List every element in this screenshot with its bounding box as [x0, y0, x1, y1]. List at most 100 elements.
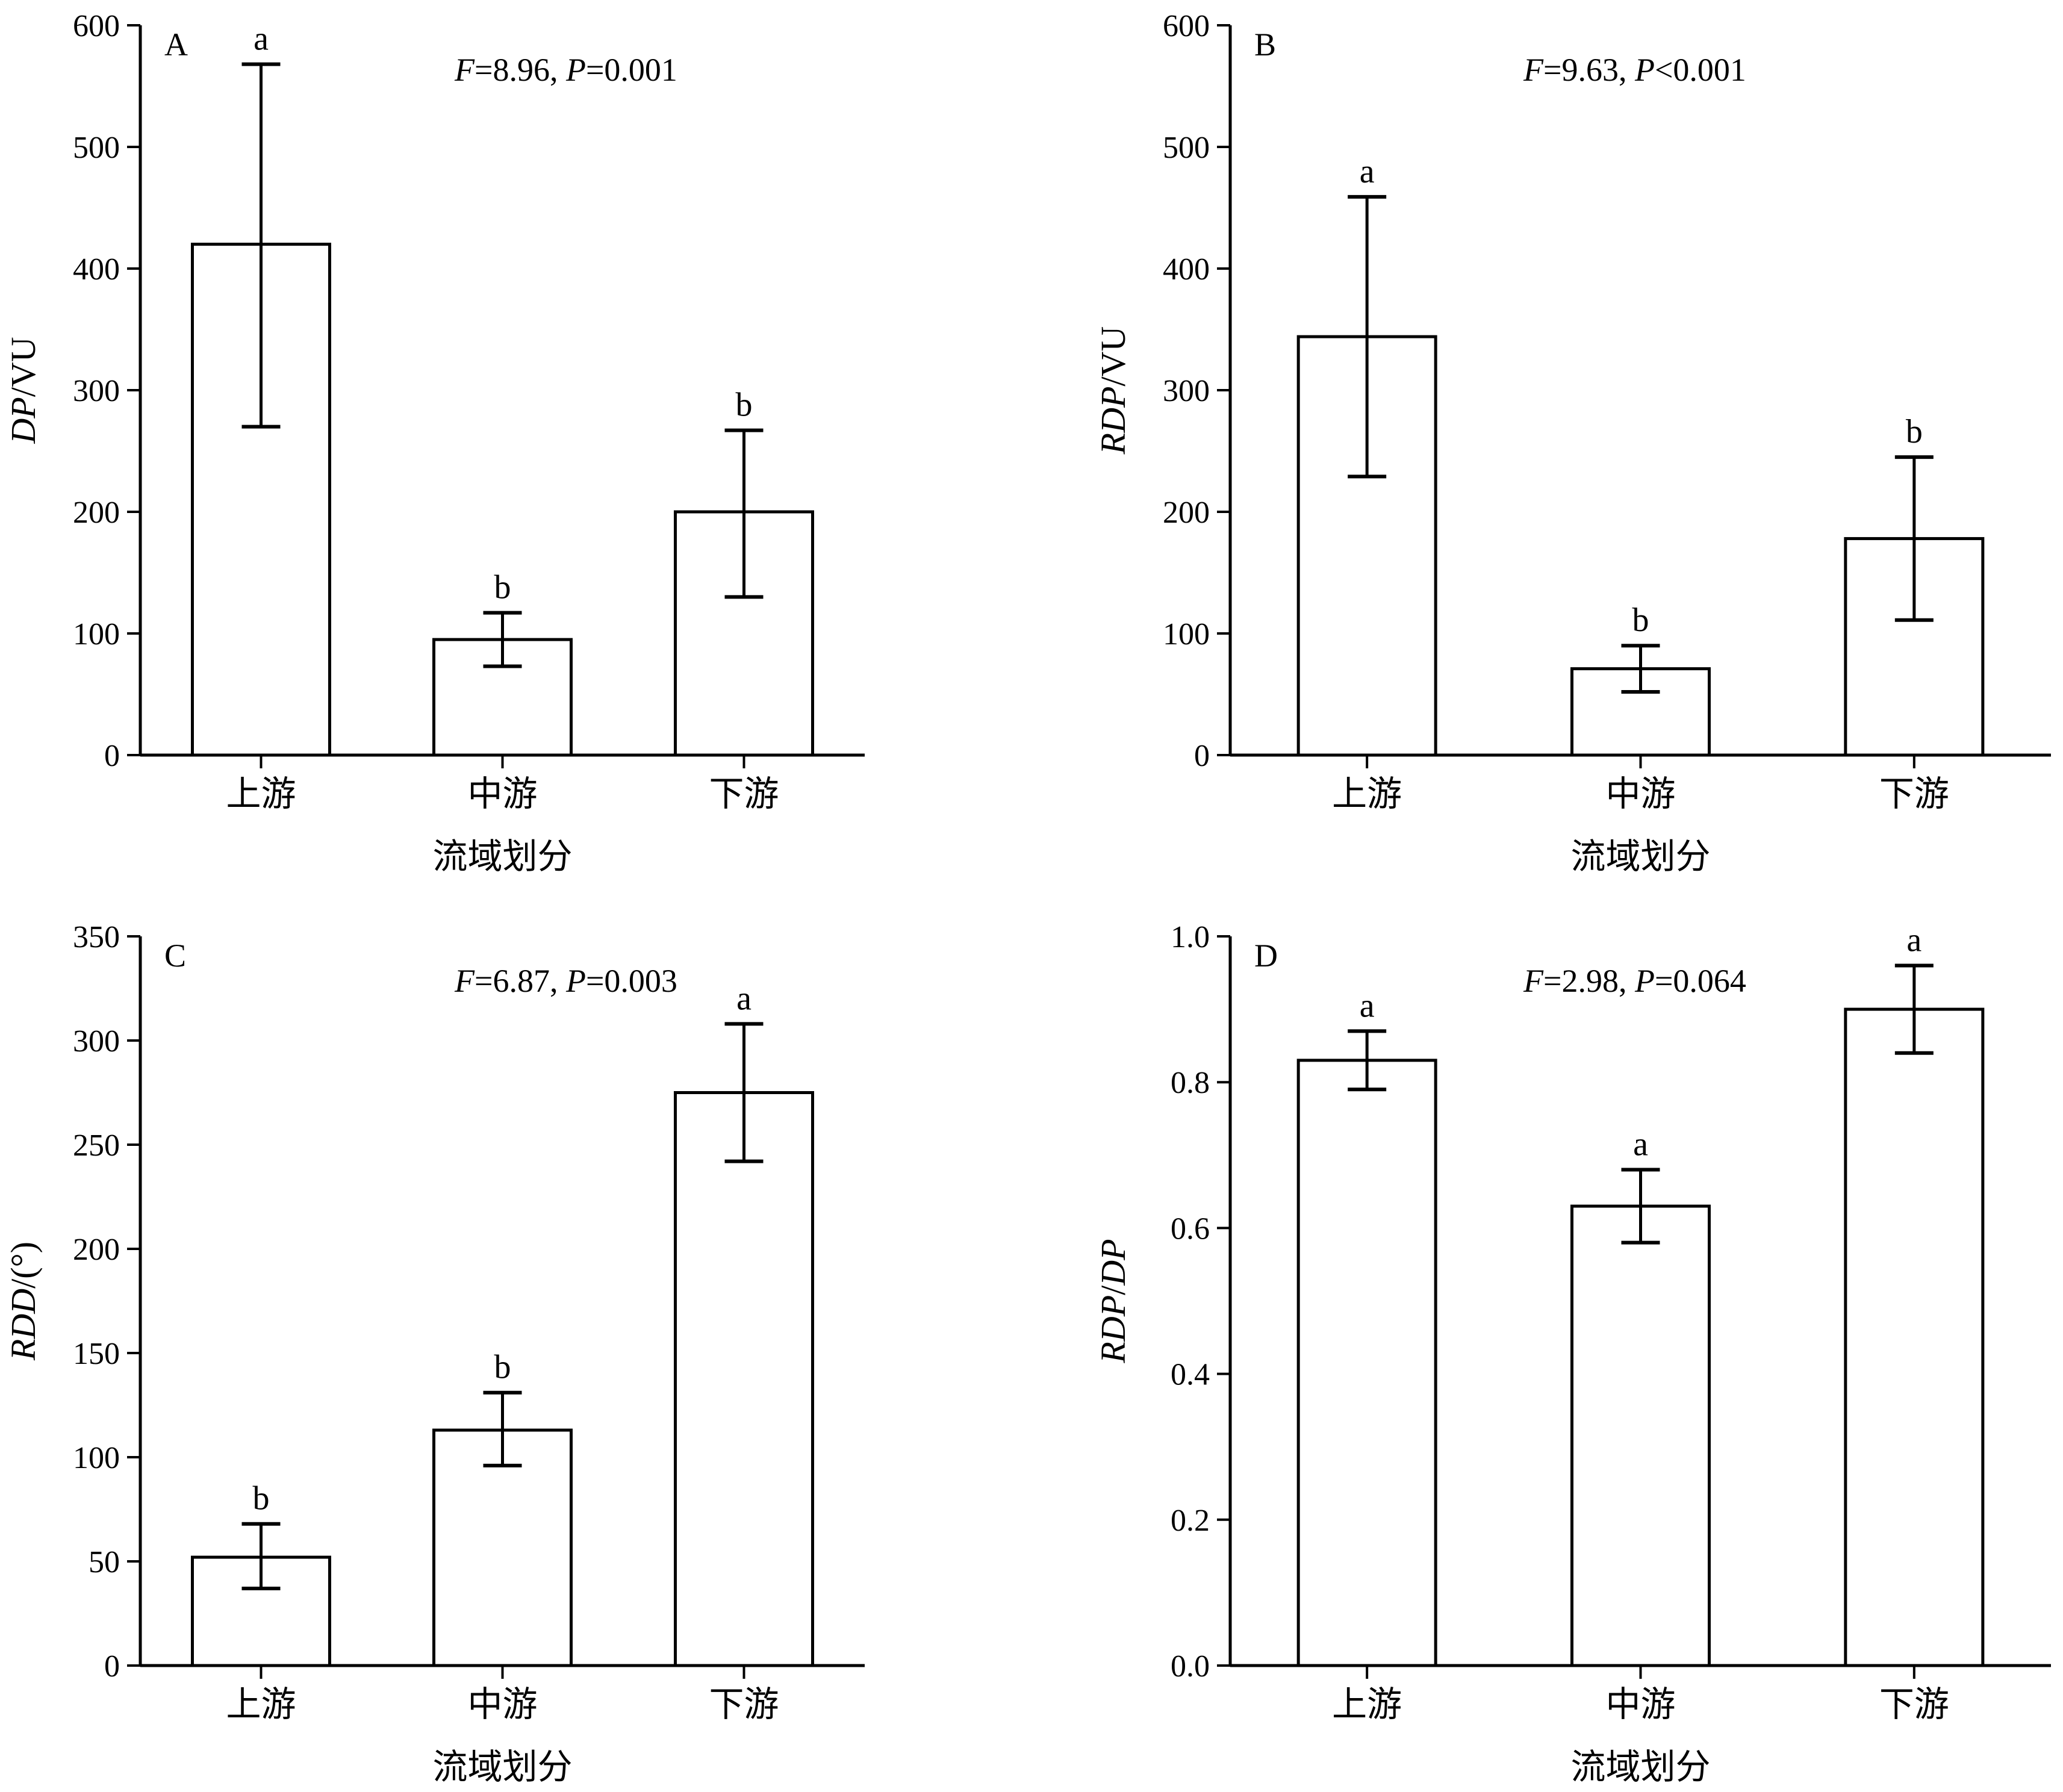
- y-axis-title-part: /VU: [1094, 326, 1133, 387]
- y-tick-label: 500: [1163, 131, 1210, 165]
- y-axis-title-part: DP: [1094, 1239, 1133, 1286]
- y-axis-title-part: /: [1094, 1285, 1133, 1295]
- stat-annotation-part: =2.98,: [1543, 963, 1635, 999]
- significance-letter: a: [1360, 153, 1375, 190]
- bar: [1570, 1204, 1711, 1667]
- stat-annotation-part: P: [565, 52, 586, 88]
- stat-annotation-part: F: [454, 963, 475, 999]
- significance-letter: b: [253, 1480, 270, 1517]
- y-tick-label: 200: [73, 496, 120, 530]
- y-tick-label: 250: [73, 1128, 120, 1163]
- y-tick-label: 0.6: [1171, 1212, 1210, 1246]
- y-tick-label: 200: [73, 1233, 120, 1267]
- significance-letter: b: [1632, 602, 1649, 639]
- y-axis-title-part: /VU: [4, 337, 43, 397]
- panel-letter: B: [1254, 26, 1276, 63]
- y-tick-label: 500: [73, 131, 120, 165]
- panel-letter: C: [164, 938, 186, 974]
- stat-annotation: F=9.63, P<0.001: [1523, 52, 1746, 88]
- y-axis-title: RDP/DP: [1094, 1239, 1133, 1363]
- significance-letter: a: [254, 20, 269, 58]
- category-label: 中游: [1605, 1685, 1675, 1724]
- category-label: 下游: [709, 774, 779, 814]
- x-axis-title: 流域划分: [432, 1747, 572, 1787]
- y-tick-label: 300: [73, 1024, 120, 1059]
- category-label: 下游: [1879, 1685, 1949, 1724]
- y-axis-title: RDD/(°): [4, 1242, 43, 1361]
- panel-d: 0.00.20.40.60.81.0a上游a中游a下游流域划分RDP/DPDF=…: [1094, 920, 2051, 1787]
- stat-annotation: F=8.96, P=0.001: [454, 52, 677, 88]
- y-tick-label: 0.0: [1171, 1649, 1210, 1684]
- stat-annotation-part: =0.064: [1655, 963, 1746, 999]
- panel-letter: A: [164, 26, 188, 63]
- significance-letter: a: [736, 980, 751, 1017]
- significance-letter: a: [1360, 987, 1375, 1024]
- y-axis-title-part: RDP: [1094, 387, 1133, 455]
- y-tick-label: 100: [73, 1441, 120, 1475]
- y-tick-label: 1.0: [1171, 920, 1210, 954]
- bar: [432, 1428, 573, 1667]
- significance-letter: b: [494, 569, 511, 606]
- stat-annotation-part: P: [565, 963, 586, 999]
- y-axis-title-part: RDP: [1094, 1295, 1133, 1364]
- y-tick-label: 200: [1163, 496, 1210, 530]
- category-label: 中游: [467, 774, 537, 814]
- significance-letter: b: [1906, 413, 1923, 450]
- stat-annotation: F=2.98, P=0.064: [1523, 963, 1746, 999]
- stat-annotation-part: =8.96,: [475, 52, 566, 88]
- y-tick-label: 50: [89, 1545, 120, 1579]
- bar: [1296, 1059, 1437, 1667]
- stat-annotation-part: =0.003: [586, 963, 677, 999]
- x-axis-title: 流域划分: [1570, 1747, 1710, 1787]
- stat-annotation-part: F: [454, 52, 475, 88]
- y-axis-title: RDP/VU: [1094, 326, 1133, 455]
- y-axis-title-part: DP: [4, 397, 43, 444]
- category-label: 上游: [1332, 1685, 1402, 1724]
- y-tick-label: 600: [73, 9, 120, 43]
- category-label: 中游: [1605, 774, 1675, 814]
- bar: [1844, 1007, 1985, 1667]
- significance-letter: a: [1906, 921, 1921, 959]
- y-tick-label: 400: [1163, 252, 1210, 287]
- y-tick-label: 100: [73, 617, 120, 652]
- y-tick-label: 0: [1194, 739, 1210, 773]
- category-label: 上游: [226, 774, 296, 814]
- stat-annotation-part: =6.87,: [475, 963, 566, 999]
- y-tick-label: 350: [73, 920, 120, 954]
- x-axis-title: 流域划分: [432, 837, 572, 876]
- category-label: 中游: [467, 1685, 537, 1724]
- stat-annotation: F=6.87, P=0.003: [454, 963, 677, 999]
- bar: [674, 1091, 814, 1667]
- x-axis-title: 流域划分: [1570, 837, 1710, 876]
- y-tick-label: 0.8: [1171, 1066, 1210, 1100]
- stat-annotation-part: F: [1523, 52, 1544, 88]
- significance-letter: b: [494, 1349, 511, 1386]
- stat-annotation-part: P: [1634, 963, 1655, 999]
- y-tick-label: 100: [1163, 617, 1210, 652]
- y-tick-label: 0: [104, 1649, 120, 1684]
- y-tick-label: 150: [73, 1337, 120, 1371]
- y-tick-label: 300: [73, 374, 120, 408]
- y-tick-label: 0.4: [1171, 1358, 1210, 1392]
- category-label: 下游: [1879, 774, 1949, 814]
- y-tick-label: 600: [1163, 9, 1210, 43]
- y-tick-label: 0.2: [1171, 1504, 1210, 1538]
- stat-annotation-part: =0.001: [586, 52, 677, 88]
- y-tick-label: 400: [73, 252, 120, 287]
- y-tick-label: 0: [104, 739, 120, 773]
- y-axis-title-part: /(°): [4, 1242, 43, 1289]
- category-label: 上游: [1332, 774, 1402, 814]
- stat-annotation-part: P: [1634, 52, 1655, 88]
- significance-letter: a: [1633, 1126, 1648, 1163]
- category-label: 上游: [226, 1685, 296, 1724]
- y-tick-label: 300: [1163, 374, 1210, 408]
- stat-annotation-part: =9.63,: [1543, 52, 1635, 88]
- panel-letter: D: [1254, 938, 1278, 974]
- y-axis-title-part: RDD: [4, 1289, 43, 1361]
- stat-annotation-part: F: [1523, 963, 1544, 999]
- stat-annotation-part: <0.001: [1655, 52, 1746, 88]
